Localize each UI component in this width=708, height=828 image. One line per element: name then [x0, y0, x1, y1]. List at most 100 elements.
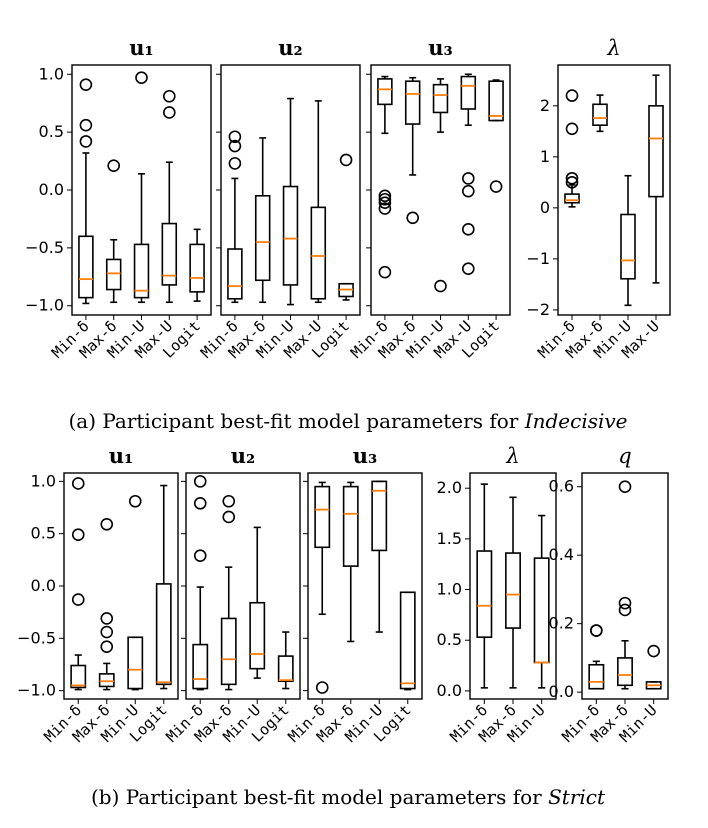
- box-iqr: [98, 673, 115, 688]
- box-2: [249, 526, 266, 679]
- flier-point: [461, 172, 475, 185]
- box-iqr: [460, 75, 477, 110]
- flier-point: [378, 265, 392, 279]
- flier-point: [163, 106, 176, 119]
- flier-point: [378, 189, 392, 203]
- flier-point: [378, 192, 392, 206]
- flier-point: [618, 480, 632, 493]
- y-tick-label: −1.0: [17, 681, 56, 700]
- flier-point: [565, 89, 579, 102]
- flier-point: [100, 517, 114, 531]
- caption-a-prefix: (a) Participant best-fit model parameter…: [68, 409, 524, 433]
- box-iqr: [310, 206, 327, 300]
- y-tick-label: −2: [526, 300, 550, 319]
- flier-point: [565, 171, 579, 185]
- box-iqr: [227, 248, 243, 300]
- flier-point: [228, 157, 242, 170]
- axes-frame: [370, 64, 511, 316]
- caption-b: (b) Participant best-fit model parameter…: [91, 785, 606, 809]
- y-tick-label: 0.5: [31, 524, 56, 543]
- box-3: [277, 631, 294, 690]
- y-tick-label: −1.0: [25, 296, 64, 315]
- flier-point: [193, 475, 207, 488]
- box-3: [648, 74, 664, 284]
- box-1: [254, 137, 271, 304]
- box-1: [342, 481, 359, 643]
- box-2: [127, 494, 144, 691]
- flier-point: [100, 612, 114, 625]
- box-1: [220, 494, 237, 691]
- box-iqr: [342, 485, 359, 567]
- panel-title: q: [618, 444, 631, 468]
- box-0: [564, 89, 580, 208]
- y-tick-label: 0.6: [549, 477, 574, 496]
- y-tick-label: 1: [540, 147, 550, 166]
- flier-point: [79, 78, 93, 91]
- axes-frame: [63, 472, 179, 700]
- y-tick-label: 0.2: [549, 614, 574, 633]
- caption-b-prefix: (b) Participant best-fit model parameter…: [91, 785, 548, 809]
- box-iqr: [127, 636, 144, 690]
- box-1: [617, 480, 633, 690]
- box-iqr: [648, 105, 664, 198]
- flier-point: [107, 159, 120, 172]
- axes-frame: [307, 472, 423, 700]
- box-iqr: [404, 80, 421, 125]
- axes-frame: [469, 472, 557, 700]
- box-iqr: [105, 258, 122, 291]
- axes-frame: [581, 472, 669, 700]
- caption-b-italic: Strict: [548, 785, 606, 809]
- panel-title: u₃: [353, 443, 377, 468]
- flier-point: [71, 528, 85, 542]
- panel-title: λ: [606, 36, 620, 60]
- box-iqr: [78, 235, 94, 299]
- axes-frame: [557, 64, 671, 316]
- y-tick-label: 2: [540, 96, 550, 115]
- y-tick-label: 1.0: [31, 471, 56, 490]
- flier-point: [71, 593, 85, 606]
- box-2: [371, 480, 388, 633]
- flier-point: [461, 262, 475, 276]
- y-tick-label: −0.5: [17, 628, 56, 647]
- flier-point: [489, 180, 503, 193]
- flier-point: [71, 477, 85, 490]
- box-2: [133, 71, 150, 304]
- flier-point: [163, 89, 176, 103]
- flier-point: [406, 211, 420, 225]
- box-iqr: [476, 550, 493, 638]
- axes-frame: [71, 64, 212, 316]
- box-0: [314, 481, 331, 694]
- box-1: [592, 94, 608, 133]
- box-iqr: [488, 80, 504, 122]
- box-iqr: [399, 591, 416, 690]
- box-1: [105, 159, 122, 304]
- flier-point: [222, 510, 236, 524]
- box-2: [620, 174, 636, 307]
- box-2: [432, 78, 449, 293]
- flier-point: [565, 176, 579, 189]
- box-iqr: [249, 601, 266, 670]
- box-0: [377, 75, 393, 279]
- box-0: [70, 477, 87, 691]
- box-0: [476, 483, 493, 689]
- box-0: [78, 78, 94, 305]
- flier-point: [228, 139, 242, 153]
- box-iqr: [70, 664, 87, 689]
- box-0: [227, 130, 243, 304]
- box-iqr: [617, 657, 633, 687]
- box-iqr: [371, 480, 388, 552]
- flier-point: [339, 153, 353, 167]
- axes-frame: [220, 64, 361, 316]
- flier-point: [315, 681, 329, 694]
- box-iqr: [620, 213, 636, 280]
- box-1: [505, 496, 521, 689]
- flier-point: [618, 603, 632, 617]
- box-iqr: [505, 552, 521, 629]
- box-iqr: [133, 243, 150, 299]
- flier-point: [79, 118, 93, 132]
- box-3: [399, 591, 416, 691]
